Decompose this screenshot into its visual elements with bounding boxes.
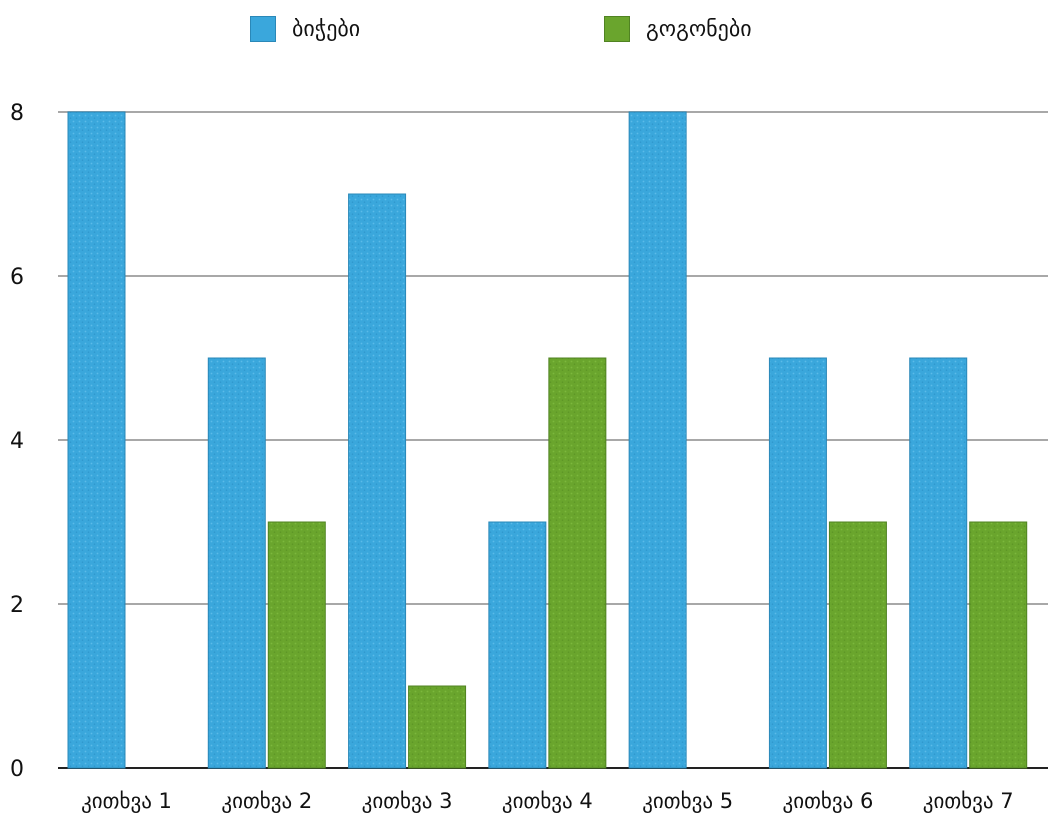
- legend-item-series-2: გოგონები: [604, 16, 752, 42]
- y-tick-label: 6: [10, 265, 24, 290]
- legend-label-series-2: გოგონები: [646, 16, 752, 42]
- y-tick-label: 8: [10, 101, 24, 126]
- bar-series-2-2: [267, 521, 326, 769]
- x-tick-label: კითხვა 1: [81, 789, 172, 813]
- legend-label-series-1: ბიჭები: [292, 16, 361, 42]
- bar-series-1-1: [67, 111, 126, 769]
- bar-series-2-4: [548, 357, 607, 769]
- bar-series-2-7: [969, 521, 1028, 769]
- y-tick-label: 4: [10, 429, 24, 454]
- bar-series-1-3: [348, 193, 407, 769]
- x-tick-label: კითხვა 2: [221, 789, 312, 813]
- x-tick-label: კითხვა 4: [502, 789, 593, 813]
- legend-swatch-series-2: [604, 16, 630, 42]
- x-tick-label: კითხვა 6: [783, 789, 874, 813]
- x-tick-label: კითხვა 5: [642, 789, 733, 813]
- bar-series-1-4: [488, 521, 547, 769]
- bar-series-2-6: [828, 521, 887, 769]
- bar-series-1-2: [207, 357, 266, 769]
- bar-series-1-6: [768, 357, 827, 769]
- legend-item-series-1: ბიჭები: [250, 16, 360, 42]
- y-tick-label: 2: [10, 593, 24, 618]
- x-tick-label: კითხვა 3: [362, 789, 453, 813]
- y-tick-label: 0: [10, 757, 24, 782]
- legend-swatch-series-1: [250, 16, 276, 42]
- bar-series-2-3: [408, 685, 467, 769]
- bar-series-1-7: [909, 357, 968, 769]
- x-tick-label: კითხვა 7: [923, 789, 1014, 813]
- bar-series-1-5: [628, 111, 687, 769]
- chart-legend: ბიჭები გოგონები: [0, 8, 1050, 48]
